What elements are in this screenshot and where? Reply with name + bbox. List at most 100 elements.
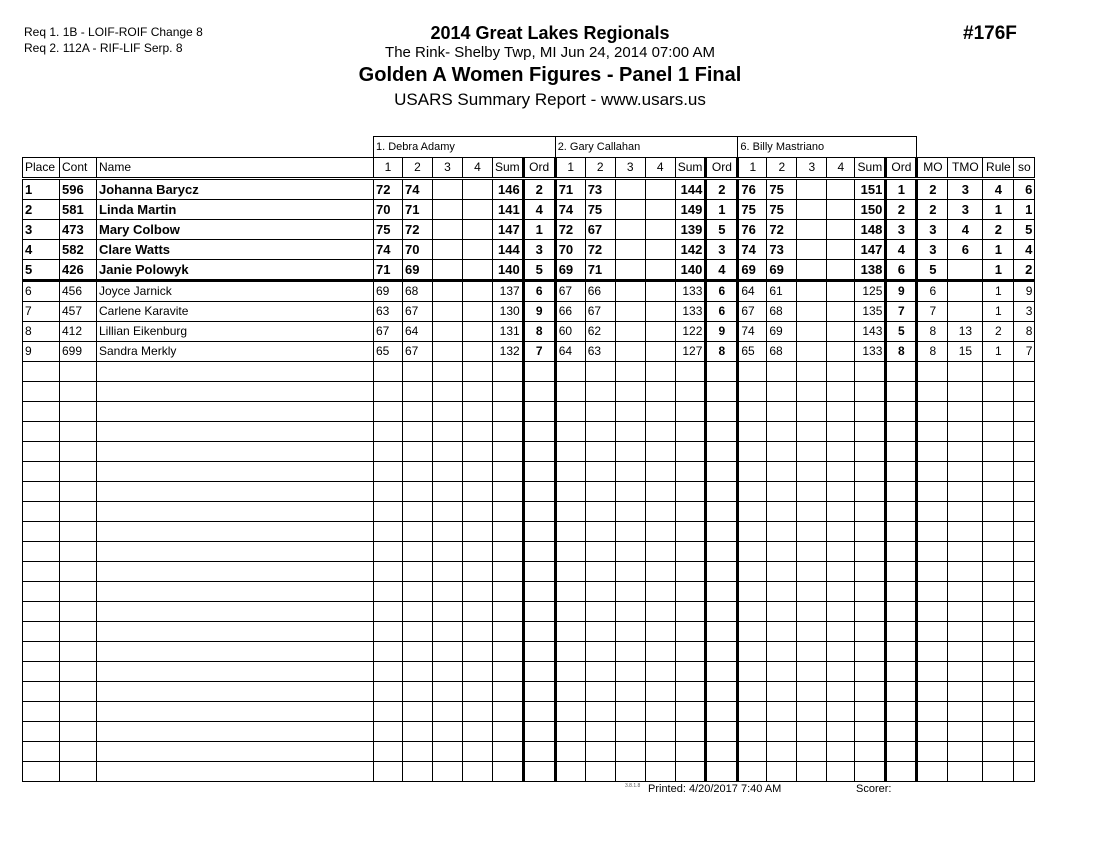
score-cell <box>826 521 856 542</box>
score-cell <box>796 621 828 642</box>
score-cell <box>614 641 646 662</box>
ordinal-cell: 7 <box>884 301 919 322</box>
so-cell <box>1013 641 1036 662</box>
header-judge-3-col-2: 2 <box>766 157 798 180</box>
table-row <box>22 741 1036 762</box>
sum-cell: 150 <box>854 199 887 220</box>
score-cell <box>737 521 768 542</box>
score-cell <box>402 601 433 622</box>
sum-cell <box>492 661 524 682</box>
score-cell <box>826 641 856 662</box>
ordinal-cell: 6 <box>704 301 740 322</box>
so-cell <box>1013 741 1036 762</box>
header-cont: Cont <box>59 157 97 180</box>
score-cell <box>373 661 403 682</box>
location-date: The Rink- Shelby Twp, MI Jun 24, 2014 07… <box>385 44 715 61</box>
header-judge-1-col-6: Ord <box>521 157 557 180</box>
score-cell <box>737 761 768 782</box>
score-cell <box>402 641 433 662</box>
score-cell: 70 <box>554 239 586 260</box>
sum-cell <box>492 721 524 742</box>
sum-cell <box>674 481 707 502</box>
score-cell <box>644 741 676 762</box>
rule-cell <box>982 541 1015 562</box>
ordinal-cell <box>704 601 740 622</box>
ordinal-cell <box>704 481 740 502</box>
score-cell <box>614 661 646 682</box>
event-name: Golden A Women Figures - Panel 1 Final <box>358 64 742 86</box>
ordinal-cell <box>521 561 557 582</box>
sum-cell <box>492 681 524 702</box>
score-cell: 71 <box>584 259 616 282</box>
mo-cell <box>916 721 949 742</box>
so-cell <box>1013 661 1036 682</box>
table-row: 7 457 Carlene Karavite 63 67 130 9 66 67 133 6 67 68… <box>22 301 1036 322</box>
score-cell <box>766 601 798 622</box>
score-cell <box>614 481 646 502</box>
score-cell <box>737 501 768 522</box>
cont-cell <box>59 381 97 402</box>
score-cell <box>402 701 433 722</box>
score-cell <box>644 301 676 322</box>
score-cell: 65 <box>373 341 403 362</box>
ordinal-cell <box>704 461 740 482</box>
name-cell <box>96 361 374 382</box>
score-cell <box>826 741 856 762</box>
place-cell: 7 <box>22 301 60 322</box>
score-cell <box>766 761 798 782</box>
score-cell <box>644 381 676 402</box>
score-cell <box>826 239 856 260</box>
score-cell <box>614 301 646 322</box>
score-cell <box>826 461 856 482</box>
sum-cell <box>674 541 707 562</box>
score-cell <box>462 441 493 462</box>
score-cell <box>826 321 856 342</box>
so-cell: 1 <box>1013 199 1036 220</box>
name-cell: Mary Colbow <box>96 219 374 240</box>
mo-cell <box>916 401 949 422</box>
score-cell: 75 <box>766 178 798 200</box>
sum-cell <box>492 641 524 662</box>
score-cell <box>796 481 828 502</box>
sum-cell <box>674 441 707 462</box>
score-cell: 74 <box>737 321 768 342</box>
score-cell <box>826 721 856 742</box>
ordinal-cell <box>884 521 919 542</box>
score-cell <box>462 741 493 762</box>
ordinal-cell <box>704 721 740 742</box>
score-cell <box>796 741 828 762</box>
score-cell <box>462 701 493 722</box>
score-cell <box>373 461 403 482</box>
ordinal-cell: 5 <box>884 321 919 342</box>
cont-cell: 596 <box>59 178 97 200</box>
score-cell <box>584 361 616 382</box>
place-cell <box>22 521 60 542</box>
place-cell <box>22 601 60 622</box>
ordinal-cell: 9 <box>521 301 557 322</box>
sum-cell <box>854 541 887 562</box>
sum-cell: 140 <box>492 259 524 282</box>
score-cell <box>373 561 403 582</box>
name-cell <box>96 461 374 482</box>
score-cell <box>614 239 646 260</box>
score-cell: 68 <box>766 301 798 322</box>
place-cell <box>22 441 60 462</box>
score-cell <box>554 741 586 762</box>
score-cell <box>402 521 433 542</box>
score-cell <box>766 381 798 402</box>
sum-cell <box>492 361 524 382</box>
ordinal-cell: 6 <box>884 259 919 282</box>
sum-cell <box>854 721 887 742</box>
sum-cell: 132 <box>492 341 524 362</box>
score-cell: 74 <box>373 239 403 260</box>
score-cell <box>614 280 646 302</box>
name-cell <box>96 621 374 642</box>
tmo-cell <box>947 681 984 702</box>
table-row: 9 699 Sandra Merkly 65 67 132 7 64 63 127 8 65 68 133… <box>22 341 1036 362</box>
rule-cell <box>982 641 1015 662</box>
score-cell <box>826 259 856 282</box>
score-cell <box>432 661 463 682</box>
score-cell <box>462 761 493 782</box>
score-cell: 69 <box>737 259 768 282</box>
score-cell <box>644 661 676 682</box>
